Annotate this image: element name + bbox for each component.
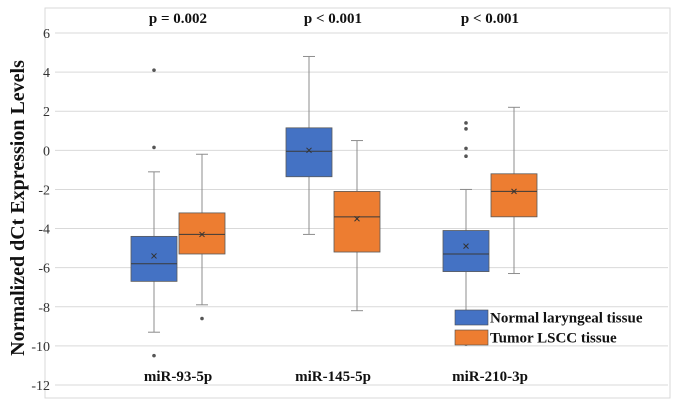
outlier-point — [152, 68, 156, 72]
p-value-label: p < 0.001 — [461, 11, 519, 27]
box-tumor-miR-145-5p — [333, 140, 381, 312]
y-tick-label: 4 — [43, 66, 50, 81]
mean-marker — [306, 147, 312, 154]
outlier-point — [464, 146, 468, 151]
legend-swatch — [454, 329, 489, 346]
outlier-point — [152, 353, 156, 358]
y-tick-label: -12 — [31, 379, 50, 394]
legend: Normal laryngeal tissue Tumor LSCC tissue — [454, 309, 643, 347]
mean-marker — [354, 215, 360, 222]
box-iqr — [333, 190, 381, 253]
category-label: miR-145-5p — [295, 369, 371, 385]
p-value-label: p = 0.002 — [149, 11, 207, 27]
outlier-point — [464, 127, 468, 131]
outlier-point — [464, 121, 468, 125]
box-normal-miR-145-5p — [285, 55, 333, 235]
category-label: miR-93-5p — [144, 369, 212, 385]
mean-marker — [199, 231, 205, 238]
y-axis-ticks: -12 -10 -8 -6 -4 -2 0 2 4 6 — [31, 27, 50, 394]
box-normal-miR-210-3p — [442, 121, 490, 346]
category-labels: miR-93-5p miR-145-5p miR-210-3p — [144, 369, 528, 385]
box-normal-miR-93-5p — [130, 68, 178, 358]
plot-border — [44, 7, 671, 399]
category-label: miR-210-3p — [452, 369, 528, 385]
outlier-point — [464, 154, 468, 158]
box-iqr — [178, 212, 226, 255]
boxes — [130, 55, 538, 358]
y-tick-label: -6 — [38, 262, 50, 277]
mean-marker — [463, 243, 469, 250]
box-iqr — [285, 127, 333, 178]
y-tick-label: 2 — [43, 105, 50, 120]
y-tick-label: -4 — [38, 223, 50, 238]
box-iqr — [130, 235, 178, 282]
p-value-label: p < 0.001 — [304, 11, 362, 27]
legend-swatch — [454, 309, 489, 326]
y-tick-label: 6 — [43, 27, 50, 42]
y-tick-label: -2 — [38, 183, 50, 198]
mean-marker — [511, 188, 517, 195]
box-iqr — [442, 230, 490, 272]
outlier-point — [200, 316, 204, 321]
outlier-point — [152, 145, 156, 150]
box-tumor-miR-93-5p — [178, 153, 226, 321]
p-values: p = 0.002 p < 0.001 p < 0.001 — [149, 11, 519, 27]
y-tick-label: 0 — [43, 144, 50, 159]
y-axis-label: Normalized dCt Expression Levels — [7, 60, 29, 356]
box-tumor-miR-210-3p — [490, 106, 538, 275]
y-tick-label: -8 — [38, 301, 50, 316]
y-tick-label: -10 — [31, 340, 50, 355]
legend-label: Tumor LSCC tissue — [490, 331, 617, 347]
mean-marker — [151, 253, 157, 259]
legend-label: Normal laryngeal tissue — [490, 311, 643, 327]
box-iqr — [490, 173, 538, 218]
